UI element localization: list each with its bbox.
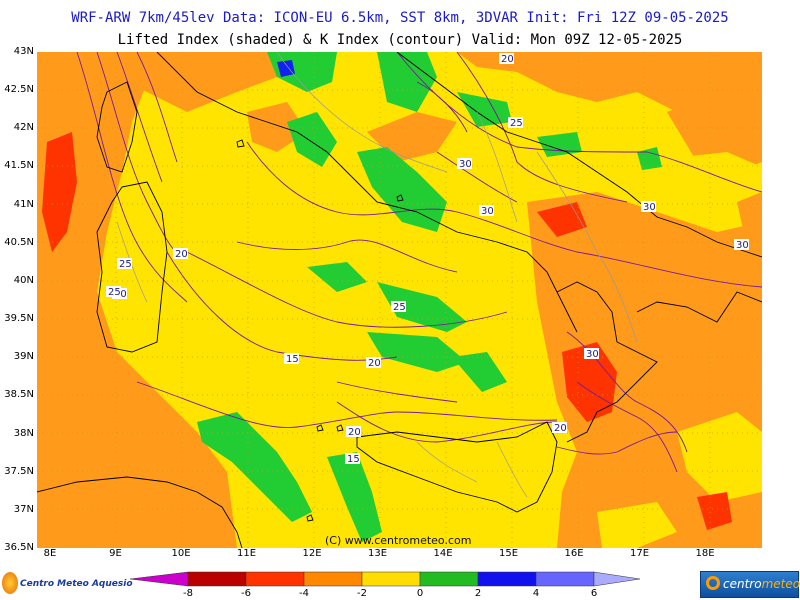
- contour-label: 25: [510, 118, 523, 129]
- ring-icon: [706, 576, 720, 590]
- legend-tick: -6: [241, 588, 251, 599]
- centrometeo-logo: centrometeo: [700, 571, 800, 598]
- lat-label: 38N: [13, 427, 34, 439]
- contour-label: 30: [643, 202, 656, 213]
- legend-tick: -8: [183, 588, 193, 599]
- legend-tick: -2: [357, 588, 367, 599]
- contour-label: 20: [348, 427, 361, 438]
- contour-label-bg: [391, 301, 406, 312]
- contour-label-bg: [508, 117, 523, 128]
- lat-label: 37.5N: [4, 465, 34, 477]
- lon-label: 15E: [498, 548, 519, 559]
- lat-label: 40N: [13, 274, 34, 286]
- contour-label-bg: [734, 239, 749, 250]
- li-band-green: [197, 52, 662, 542]
- legend-tick: 4: [532, 588, 540, 599]
- legend-swatch: [361, 571, 421, 587]
- logo-right-text-b: meteo: [761, 577, 800, 591]
- li-band-yellow-patches: [597, 152, 762, 548]
- contour-label: 20: [554, 423, 567, 434]
- lon-label: 18E: [695, 548, 715, 559]
- legend-swatch: [130, 571, 189, 587]
- lon-label: 10E: [171, 548, 191, 559]
- logo-right-text-a: centro: [723, 577, 762, 591]
- legend-swatch: [419, 571, 479, 587]
- legend-swatch: [187, 571, 247, 587]
- contour-label: 25: [108, 287, 121, 298]
- lon-label: 12E: [302, 548, 322, 559]
- legend-swatch: [593, 571, 640, 587]
- lon-label: 16E: [564, 548, 584, 559]
- lon-label: 8E: [43, 548, 57, 559]
- contour-label: 15: [286, 354, 299, 365]
- contour-label-bg: [346, 426, 361, 437]
- contour-label-bg: [284, 353, 299, 364]
- lat-label: 42.5N: [4, 84, 34, 96]
- centro-meteo-aquesio-logo: Centro Meteo Aquesio: [2, 570, 133, 598]
- contour-label-bg: [345, 453, 360, 464]
- legend-tick: 0: [416, 588, 424, 599]
- coastlines: [37, 52, 762, 548]
- lat-label: 39N: [13, 351, 34, 363]
- map-title-line1: WRF-ARW 7km/45lev Data: ICON-EU 6.5km, S…: [71, 10, 729, 26]
- lon-label: 13E: [367, 548, 388, 559]
- weather-map: 2025303030302520153025202530202015: [37, 52, 762, 548]
- contour-label: 15: [347, 454, 360, 465]
- lat-label: 40.5N: [4, 236, 34, 248]
- contour-label: 20: [175, 249, 188, 260]
- contour-label-bg: [479, 205, 494, 216]
- legend-swatch: [535, 571, 595, 587]
- contour-label-bg: [366, 357, 381, 368]
- contour-label-bg: [106, 286, 121, 297]
- contour-label: 30: [481, 206, 494, 217]
- map-title-line2: Lifted Index (shaded) & K Index (contour…: [117, 32, 683, 48]
- sun-icon: [2, 572, 18, 594]
- copyright-watermark: (C) www.centrometeo.com: [325, 534, 472, 547]
- region-borders: [116, 52, 638, 498]
- lat-label: 37N: [13, 503, 34, 515]
- li-band-blue: [277, 60, 295, 77]
- contour-label-bg: [457, 158, 472, 169]
- lon-label: 11E: [236, 548, 257, 559]
- lat-label: 36.5N: [4, 542, 34, 553]
- contour-label-bg: [641, 201, 656, 212]
- lat-label: 43N: [13, 46, 34, 57]
- lat-label: 38.5N: [4, 389, 34, 401]
- contour-label-bg: [499, 53, 514, 64]
- contour-label: 30: [736, 240, 749, 251]
- contour-label-bg: [552, 422, 567, 433]
- contour-label-bg: [584, 348, 599, 359]
- contour-label-bg: [117, 258, 132, 269]
- li-band-red: [42, 132, 732, 530]
- logo-left-text: Centro Meteo Aquesio: [20, 579, 133, 589]
- legend-swatch: [245, 571, 305, 587]
- contour-label-bg: [173, 248, 188, 259]
- lon-label: 17E: [629, 548, 650, 559]
- legend-tick: -4: [299, 588, 309, 599]
- lat-label: 39.5N: [4, 313, 34, 325]
- logo-right-text: centrometeo: [723, 577, 800, 591]
- legend-tick: 2: [474, 588, 482, 599]
- lat-label: 41N: [13, 198, 34, 210]
- lon-label: 9E: [109, 548, 122, 559]
- color-legend: [130, 571, 640, 587]
- lat-label: 42N: [13, 122, 34, 134]
- contour-label: 25: [393, 302, 406, 313]
- legend-swatch: [303, 571, 363, 587]
- contour-label: 30: [459, 159, 472, 170]
- contour-label: 20: [368, 358, 381, 369]
- legend-swatch: [477, 571, 537, 587]
- contour-label: 25: [119, 259, 132, 270]
- legend-tick: 6: [590, 588, 598, 599]
- lon-label: 14E: [433, 548, 453, 559]
- contour-label: 20: [501, 54, 514, 65]
- lat-label: 41.5N: [4, 160, 34, 172]
- k-index-contour-labels: 2025303030302520153025202530202015: [106, 53, 749, 465]
- contour-label: 30: [586, 349, 599, 360]
